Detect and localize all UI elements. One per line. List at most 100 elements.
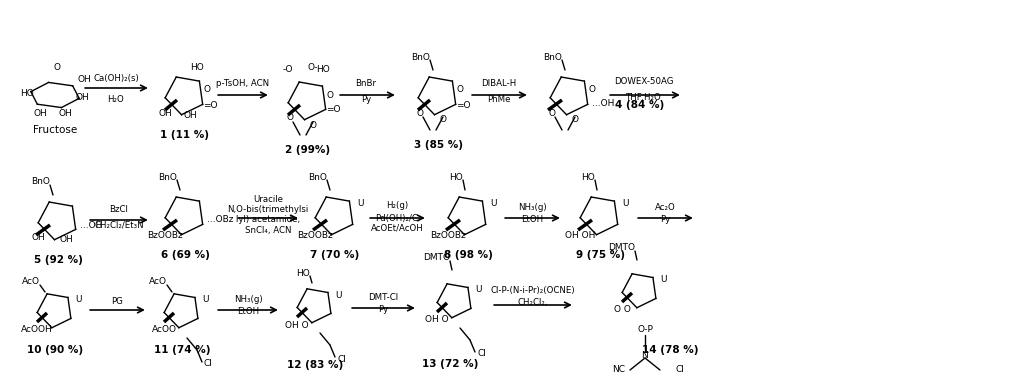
Text: Ca(OH)₂(s): Ca(OH)₂(s): [93, 74, 139, 82]
Text: BzOOBz: BzOOBz: [297, 231, 333, 239]
Text: 10 (90 %): 10 (90 %): [27, 345, 83, 355]
Text: PhMe: PhMe: [487, 95, 511, 103]
Text: BnO: BnO: [31, 177, 50, 187]
Text: O-: O-: [308, 64, 318, 72]
Text: DOWEX-50AG: DOWEX-50AG: [614, 77, 674, 85]
Text: p-TsOH, ACN: p-TsOH, ACN: [217, 80, 269, 88]
Text: O: O: [54, 62, 61, 72]
Text: NH₃(g): NH₃(g): [234, 295, 262, 303]
Text: O: O: [571, 116, 578, 124]
Text: O: O: [548, 108, 555, 118]
Text: O: O: [440, 116, 447, 124]
Text: OH: OH: [33, 108, 47, 118]
Text: 12 (83 %): 12 (83 %): [287, 360, 343, 370]
Text: AcOEt/AcOH: AcOEt/AcOH: [371, 224, 423, 232]
Text: DMTO: DMTO: [608, 244, 635, 252]
Text: 8 (98 %): 8 (98 %): [444, 250, 492, 260]
Text: 9 (75 %): 9 (75 %): [575, 250, 624, 260]
Text: OH: OH: [77, 75, 91, 83]
Text: AcO: AcO: [22, 278, 40, 286]
Text: H₂(g): H₂(g): [386, 201, 408, 211]
Text: HO: HO: [20, 88, 33, 98]
Text: O: O: [457, 85, 464, 95]
Text: OH: OH: [183, 111, 197, 119]
Text: 5 (92 %): 5 (92 %): [33, 255, 82, 265]
Text: Py: Py: [361, 95, 371, 105]
Text: EtOH: EtOH: [521, 216, 543, 224]
Text: U: U: [660, 275, 667, 285]
Text: 3 (85 %): 3 (85 %): [413, 140, 463, 150]
Text: OH: OH: [75, 93, 89, 101]
Text: Cl-P-(N-i-Pr)₂(OCNE): Cl-P-(N-i-Pr)₂(OCNE): [490, 285, 575, 295]
Text: U: U: [202, 296, 209, 304]
Text: HO: HO: [316, 65, 330, 75]
Text: BnO: BnO: [308, 172, 327, 182]
Text: NC: NC: [612, 365, 625, 375]
Text: BnO: BnO: [411, 52, 430, 62]
Text: HO: HO: [190, 62, 204, 72]
Text: BzOOBz: BzOOBz: [147, 231, 183, 239]
Text: OH O: OH O: [286, 321, 309, 329]
Text: ...OH: ...OH: [592, 98, 614, 108]
Text: OH: OH: [59, 236, 73, 244]
Text: ...OBz: ...OBz: [207, 216, 234, 224]
Text: BnO: BnO: [543, 52, 562, 62]
Text: EtOH: EtOH: [237, 308, 259, 316]
Text: BzCl: BzCl: [109, 205, 129, 213]
Text: AcO: AcO: [149, 278, 167, 286]
Text: lyl) acetamide,: lyl) acetamide,: [236, 216, 300, 224]
Text: U: U: [357, 198, 364, 208]
Text: Fructose: Fructose: [32, 125, 77, 135]
Text: Py: Py: [378, 306, 388, 314]
Text: SnCl₄, ACN: SnCl₄, ACN: [245, 226, 292, 234]
Text: 6 (69 %): 6 (69 %): [161, 250, 210, 260]
Text: CH₂Cl₂/Et₃N: CH₂Cl₂/Et₃N: [94, 221, 144, 229]
Text: -O: -O: [283, 65, 293, 75]
Text: OH: OH: [58, 108, 72, 118]
Text: O: O: [416, 108, 423, 118]
Text: BzOOBz: BzOOBz: [431, 231, 466, 239]
Text: Pd(OH)₂/C: Pd(OH)₂/C: [376, 213, 418, 223]
Text: U: U: [622, 198, 628, 208]
Text: O: O: [204, 85, 211, 95]
Text: U: U: [475, 285, 481, 295]
Text: AcOOH: AcOOH: [21, 326, 53, 334]
Text: O: O: [287, 113, 294, 123]
Text: OH: OH: [158, 108, 172, 118]
Text: HO: HO: [296, 268, 310, 278]
Text: O: O: [310, 121, 316, 129]
Text: 13 (72 %): 13 (72 %): [421, 359, 478, 369]
Text: Cl: Cl: [337, 355, 345, 363]
Text: OH OH: OH OH: [565, 231, 596, 239]
Text: Uracile: Uracile: [253, 195, 283, 205]
Text: CH₂Cl₂,: CH₂Cl₂,: [518, 298, 548, 308]
Text: OH O: OH O: [425, 316, 449, 324]
Text: 4 (84 %): 4 (84 %): [615, 100, 665, 110]
Text: O: O: [589, 85, 596, 95]
Text: O-P: O-P: [637, 326, 653, 334]
Text: 14 (78 %): 14 (78 %): [642, 345, 698, 355]
Text: U: U: [335, 290, 341, 300]
Text: 1 (11 %): 1 (11 %): [160, 130, 210, 140]
Text: OH: OH: [31, 234, 45, 242]
Text: Cl: Cl: [477, 350, 486, 358]
Text: NH₃(g): NH₃(g): [518, 203, 546, 211]
Text: ...OH: ...OH: [80, 221, 102, 229]
Text: 11 (74 %): 11 (74 %): [154, 345, 211, 355]
Text: Py: Py: [659, 216, 671, 224]
Text: DIBAL-H: DIBAL-H: [481, 79, 517, 87]
Text: =O: =O: [326, 105, 340, 115]
Text: BnO: BnO: [158, 172, 177, 182]
Text: =O: =O: [456, 100, 470, 110]
Text: U: U: [490, 198, 496, 208]
Text: H₂O: H₂O: [107, 95, 125, 105]
Text: O O: O O: [614, 306, 630, 314]
Text: THF:H₂O: THF:H₂O: [626, 93, 661, 101]
Text: DMT-Cl: DMT-Cl: [368, 293, 398, 301]
Text: Ac₂O: Ac₂O: [654, 203, 676, 211]
Text: 7 (70 %): 7 (70 %): [310, 250, 360, 260]
Text: HO: HO: [449, 172, 463, 182]
Text: HO: HO: [581, 172, 595, 182]
Text: O: O: [326, 90, 333, 100]
Text: 2 (99%): 2 (99%): [286, 145, 330, 155]
